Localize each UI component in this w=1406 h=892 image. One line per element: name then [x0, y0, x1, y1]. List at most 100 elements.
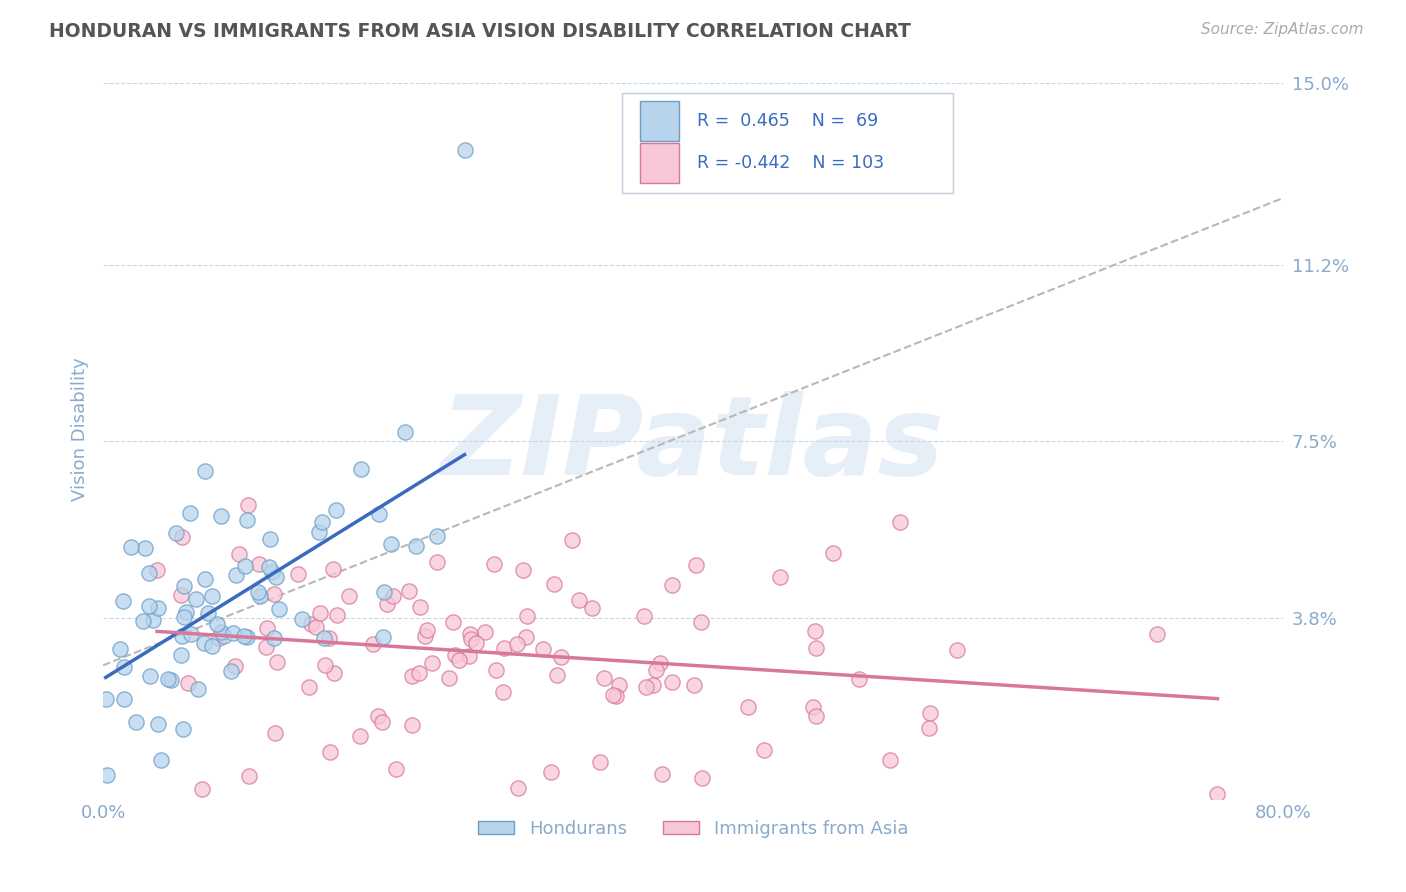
- Text: ZIPatlas: ZIPatlas: [441, 391, 945, 498]
- Immigrants from Asia: [605, 689, 627, 703]
- Hondurans: [236, 513, 259, 527]
- Immigrants from Asia: [737, 700, 759, 714]
- Hondurans: [263, 631, 285, 645]
- Hondurans: [114, 659, 136, 673]
- Immigrants from Asia: [409, 599, 432, 614]
- Hondurans: [172, 629, 194, 643]
- Immigrants from Asia: [439, 671, 461, 685]
- Immigrants from Asia: [266, 655, 288, 669]
- Hondurans: [146, 601, 169, 615]
- Immigrants from Asia: [512, 564, 534, 578]
- Immigrants from Asia: [458, 648, 481, 663]
- Hondurans: [94, 691, 117, 706]
- Immigrants from Asia: [361, 637, 384, 651]
- Immigrants from Asia: [420, 657, 443, 671]
- Immigrants from Asia: [401, 717, 423, 731]
- Immigrants from Asia: [460, 632, 482, 646]
- Hondurans: [246, 584, 269, 599]
- Immigrants from Asia: [426, 555, 449, 569]
- Immigrants from Asia: [641, 678, 664, 692]
- Immigrants from Asia: [474, 624, 496, 639]
- Immigrants from Asia: [318, 631, 340, 645]
- Hondurans: [259, 533, 281, 547]
- Immigrants from Asia: [298, 680, 321, 694]
- Hondurans: [259, 559, 281, 574]
- Immigrants from Asia: [492, 641, 515, 656]
- Immigrants from Asia: [1206, 787, 1229, 801]
- Immigrants from Asia: [602, 688, 624, 702]
- Hondurans: [201, 590, 224, 604]
- Text: R = -0.442    N = 103: R = -0.442 N = 103: [697, 154, 884, 172]
- Immigrants from Asia: [287, 566, 309, 581]
- Immigrants from Asia: [247, 557, 270, 571]
- Immigrants from Asia: [441, 615, 464, 629]
- Immigrants from Asia: [648, 656, 671, 670]
- Immigrants from Asia: [263, 587, 285, 601]
- Immigrants from Asia: [492, 684, 515, 698]
- Immigrants from Asia: [589, 755, 612, 769]
- Immigrants from Asia: [917, 721, 939, 735]
- Immigrants from Asia: [256, 621, 278, 635]
- Hondurans: [235, 558, 257, 573]
- Immigrants from Asia: [550, 650, 572, 665]
- Immigrants from Asia: [918, 706, 941, 720]
- Hondurans: [138, 566, 160, 580]
- Immigrants from Asia: [170, 530, 193, 544]
- Immigrants from Asia: [371, 714, 394, 729]
- Hondurans: [179, 506, 201, 520]
- Hondurans: [174, 605, 197, 619]
- Immigrants from Asia: [314, 658, 336, 673]
- Immigrants from Asia: [482, 557, 505, 571]
- Immigrants from Asia: [299, 617, 322, 632]
- Immigrants from Asia: [690, 771, 713, 785]
- Immigrants from Asia: [177, 676, 200, 690]
- Hondurans: [350, 462, 373, 476]
- Hondurans: [121, 541, 143, 555]
- Immigrants from Asia: [375, 597, 398, 611]
- Immigrants from Asia: [444, 648, 467, 663]
- Hondurans: [214, 628, 236, 642]
- Immigrants from Asia: [651, 766, 673, 780]
- Immigrants from Asia: [754, 742, 776, 756]
- Immigrants from Asia: [801, 700, 824, 714]
- Immigrants from Asia: [228, 547, 250, 561]
- Immigrants from Asia: [540, 764, 562, 779]
- Immigrants from Asia: [946, 643, 969, 657]
- Hondurans: [236, 630, 259, 644]
- Immigrants from Asia: [633, 608, 655, 623]
- Immigrants from Asia: [236, 498, 259, 512]
- Immigrants from Asia: [416, 623, 439, 637]
- Hondurans: [170, 648, 193, 663]
- Hondurans: [166, 525, 188, 540]
- Immigrants from Asia: [458, 627, 481, 641]
- Hondurans: [156, 672, 179, 686]
- Immigrants from Asia: [263, 725, 285, 739]
- Immigrants from Asia: [661, 577, 683, 591]
- Hondurans: [308, 524, 330, 539]
- Immigrants from Asia: [508, 781, 530, 796]
- Immigrants from Asia: [401, 669, 423, 683]
- Immigrants from Asia: [506, 637, 529, 651]
- Hondurans: [291, 612, 314, 626]
- Immigrants from Asia: [889, 515, 911, 529]
- FancyBboxPatch shape: [640, 143, 679, 184]
- Hondurans: [405, 540, 427, 554]
- Hondurans: [110, 641, 132, 656]
- Immigrants from Asia: [322, 561, 344, 575]
- Hondurans: [173, 579, 195, 593]
- Immigrants from Asia: [806, 640, 828, 655]
- Hondurans: [184, 591, 207, 606]
- Hondurans: [394, 425, 416, 439]
- Immigrants from Asia: [682, 678, 704, 692]
- Immigrants from Asia: [337, 589, 360, 603]
- Immigrants from Asia: [645, 663, 668, 677]
- Immigrants from Asia: [381, 589, 404, 603]
- Text: R =  0.465    N =  69: R = 0.465 N = 69: [697, 112, 877, 130]
- Immigrants from Asia: [661, 675, 683, 690]
- Hondurans: [209, 508, 232, 523]
- Immigrants from Asia: [385, 762, 408, 776]
- Immigrants from Asia: [254, 640, 277, 655]
- Hondurans: [187, 681, 209, 696]
- Immigrants from Asia: [803, 624, 825, 638]
- Immigrants from Asia: [367, 709, 389, 723]
